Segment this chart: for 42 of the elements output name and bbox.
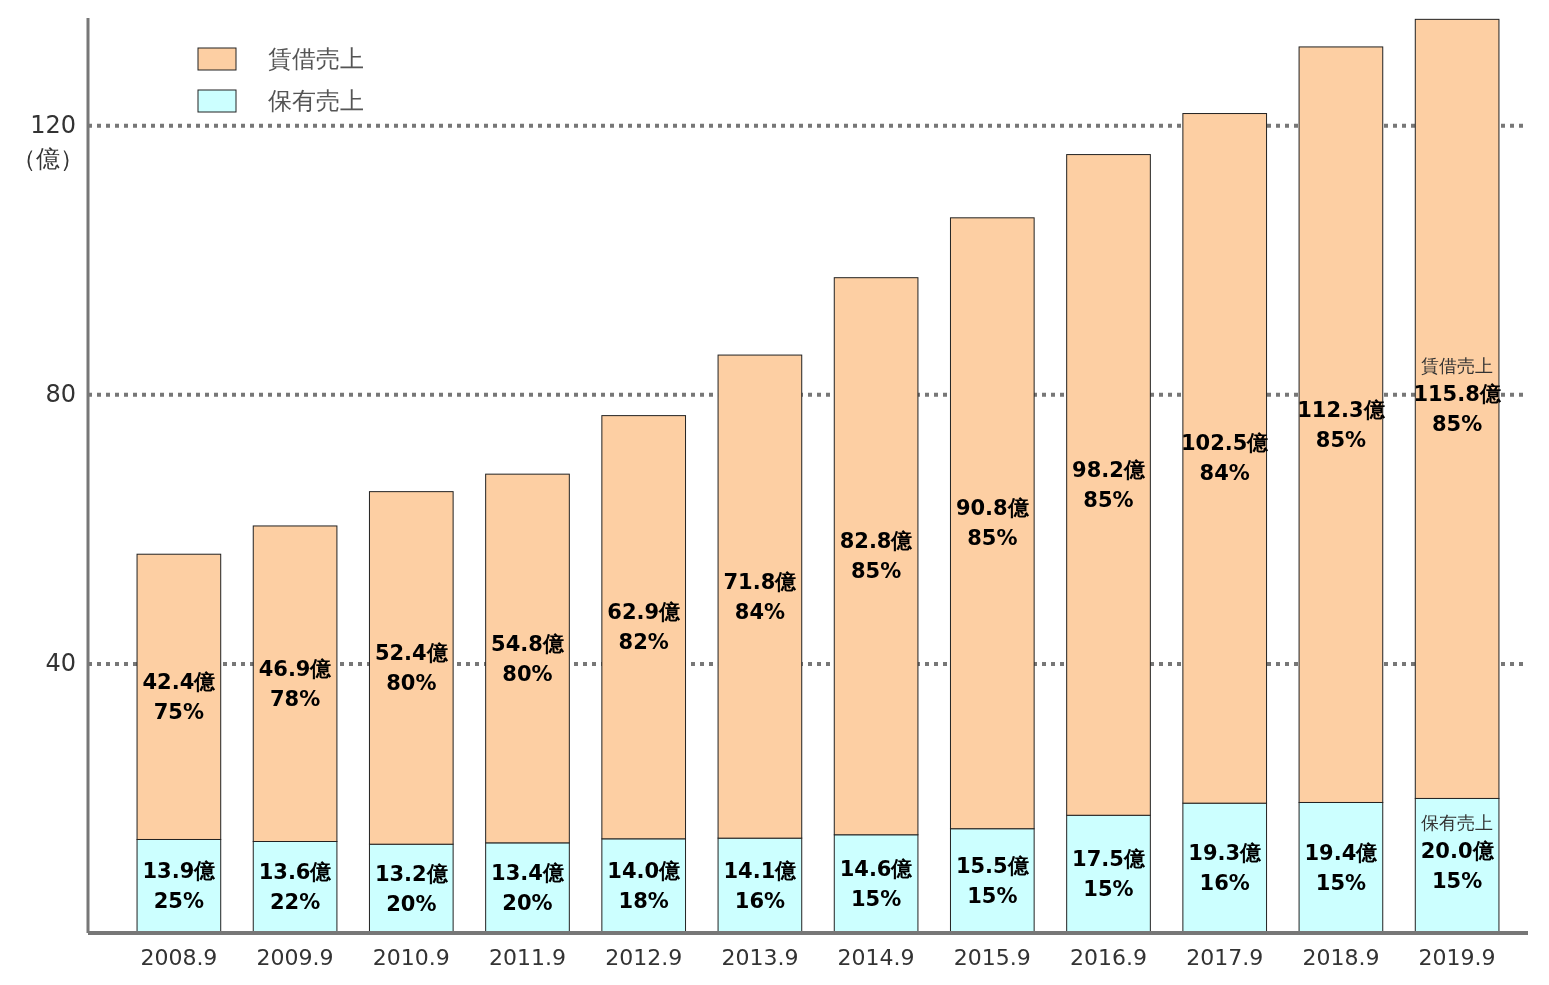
data-label: 52.4億 80% xyxy=(374,640,449,695)
x-tick-label: 2019.9 xyxy=(1418,945,1496,970)
legend-label: 賃借売上 xyxy=(268,45,364,73)
data-label: 62.9億 82% xyxy=(607,600,682,655)
x-tick-label: 2016.9 xyxy=(1070,945,1147,970)
data-label: 15.5億 15% xyxy=(955,853,1030,908)
x-tick-label: 2018.9 xyxy=(1302,945,1380,970)
data-label: 90.8億 85% xyxy=(955,496,1030,551)
data-label: 13.9億 25% xyxy=(142,859,217,914)
data-label: 17.5億 15% xyxy=(1072,847,1146,902)
data-label: 14.1億 16% xyxy=(723,858,798,913)
data-label: 115.8億 85% xyxy=(1413,381,1502,436)
x-tick-label: 2015.9 xyxy=(953,945,1031,970)
data-label: 19.4億 15% xyxy=(1304,840,1379,895)
data-label: 14.0億 18% xyxy=(607,858,682,913)
y-axis-title: （億） xyxy=(12,144,84,173)
x-tick-label: 2011.9 xyxy=(489,945,566,970)
data-label: 14.6億 15% xyxy=(839,856,914,911)
annotation: 保有売上 xyxy=(1421,811,1494,833)
legend-label: 保有売上 xyxy=(268,87,364,115)
data-label: 71.8億 84% xyxy=(723,569,798,624)
x-tick-label: 2013.9 xyxy=(721,945,799,970)
data-label: 19.3億 16% xyxy=(1188,841,1263,896)
annotation: 賃借売上 xyxy=(1421,354,1494,376)
data-label: 13.2億 20% xyxy=(374,861,449,916)
x-tick-label: 2008.9 xyxy=(140,945,218,970)
data-label: 82.8億 85% xyxy=(839,529,914,584)
y-tick-label: 80 xyxy=(45,379,76,408)
y-tick-label: 120 xyxy=(30,110,76,139)
data-label: 46.9億 78% xyxy=(258,656,333,711)
data-label: 13.6億 22% xyxy=(258,860,333,915)
x-tick-label: 2012.9 xyxy=(605,945,683,970)
y-tick-label: 40 xyxy=(45,648,76,677)
x-tick-label: 2010.9 xyxy=(372,945,450,970)
x-tick-label: 2009.9 xyxy=(256,945,334,970)
data-label: 42.4億 75% xyxy=(142,669,217,724)
data-label: 54.8億 80% xyxy=(491,631,565,686)
x-tick-label: 2014.9 xyxy=(837,945,915,970)
data-label: 98.2億 85% xyxy=(1072,457,1146,512)
data-label: 20.0億 15% xyxy=(1420,838,1495,893)
x-tick-label: 2017.9 xyxy=(1186,945,1264,970)
data-label: 13.4億 20% xyxy=(491,860,565,915)
